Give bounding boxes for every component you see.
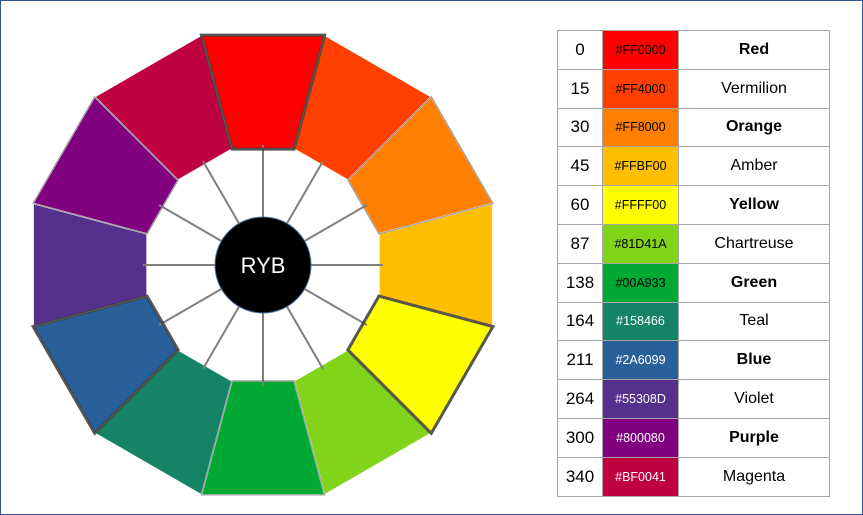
- center-disc: [214, 216, 312, 314]
- color-name-cell: Vermilion: [678, 68, 830, 109]
- hue-cell: 60: [557, 185, 603, 225]
- hue-cell: 30: [557, 107, 603, 148]
- table-row: 300 #800080 Purple: [557, 417, 830, 458]
- wheel-spoke: [304, 288, 368, 326]
- color-table: 0 #FF0000 Red 15 #FF4000 Vermilion 30 #FF8000 Or…: [557, 30, 830, 497]
- segment-outline-purple: [32, 95, 179, 235]
- color-table-body: 0 #FF0000 Red 15 #FF4000 Vermilion 30 #FF8000 Or…: [557, 30, 830, 497]
- color-name-cell: Red: [678, 30, 830, 70]
- wheel-spoke: [202, 160, 240, 224]
- hue-cell: 264: [557, 379, 603, 419]
- color-name-cell: Yellow: [678, 185, 830, 225]
- hue-cell: 340: [557, 456, 603, 497]
- table-row: 164 #158466 Teal: [557, 301, 830, 342]
- wheel-spoke: [286, 160, 324, 224]
- wheel-spoke: [304, 204, 368, 242]
- hue-cell: 211: [557, 340, 603, 381]
- hex-swatch-cell: #FFFF00: [602, 185, 679, 225]
- wheel-spoke: [286, 306, 324, 370]
- color-name-cell: Green: [678, 262, 830, 303]
- hex-swatch-cell: #800080: [602, 417, 679, 458]
- color-name-cell: Chartreuse: [678, 223, 830, 264]
- hex-swatch-cell: #2A6099: [602, 340, 679, 381]
- hue-cell: 87: [557, 223, 603, 264]
- color-name-cell: Purple: [678, 417, 830, 458]
- hex-swatch-cell: #BF0041: [602, 456, 679, 497]
- hex-swatch-cell: #55308D: [602, 379, 679, 419]
- segment-outline-yellow: [346, 294, 496, 436]
- table-row: 264 #55308D Violet: [557, 379, 830, 419]
- hue-cell: 15: [557, 68, 603, 109]
- segment-outline-green: [200, 380, 326, 496]
- table-row: 0 #FF0000 Red: [557, 30, 830, 70]
- hex-swatch-cell: #FF0000: [602, 30, 679, 70]
- hue-cell: 0: [557, 30, 603, 70]
- segment-outline-orange: [347, 95, 494, 235]
- color-name-cell: Amber: [678, 146, 830, 187]
- hex-swatch-cell: #FFBF00: [602, 146, 679, 187]
- wheel-spokes: [143, 145, 383, 385]
- hex-swatch-cell: #00A933: [602, 262, 679, 303]
- table-row: 340 #BF0041 Magenta: [557, 456, 830, 497]
- center-label: RYB: [241, 253, 286, 278]
- wheel-spoke: [158, 288, 222, 326]
- table-row: 45 #FFBF00 Amber: [557, 146, 830, 187]
- table-row: 138 #00A933 Green: [557, 262, 830, 303]
- hex-swatch-cell: #FF8000: [602, 107, 679, 148]
- color-name-cell: Violet: [678, 379, 830, 419]
- hue-cell: 138: [557, 262, 603, 303]
- wheel-highlight-outlines: [30, 33, 496, 496]
- hex-swatch-cell: #158466: [602, 301, 679, 342]
- color-name-cell: Teal: [678, 301, 830, 342]
- table-row: 87 #81D41A Chartreuse: [557, 223, 830, 264]
- hue-cell: 300: [557, 417, 603, 458]
- wheel-spoke: [158, 204, 222, 242]
- wheel-segments: [31, 33, 495, 497]
- color-name-cell: Orange: [678, 107, 830, 148]
- table-row: 60 #FFFF00 Yellow: [557, 185, 830, 225]
- hex-swatch-cell: #81D41A: [602, 223, 679, 264]
- wheel-spoke: [202, 306, 240, 370]
- color-name-cell: Magenta: [678, 456, 830, 497]
- segment-outline-red: [199, 33, 327, 151]
- color-name-cell: Blue: [678, 340, 830, 381]
- table-row: 211 #2A6099 Blue: [557, 340, 830, 381]
- table-row: 15 #FF4000 Vermilion: [557, 68, 830, 109]
- table-row: 30 #FF8000 Orange: [557, 107, 830, 148]
- hue-cell: 164: [557, 301, 603, 342]
- segment-outline-blue: [30, 294, 180, 436]
- hex-swatch-cell: #FF4000: [602, 68, 679, 109]
- hue-cell: 45: [557, 146, 603, 187]
